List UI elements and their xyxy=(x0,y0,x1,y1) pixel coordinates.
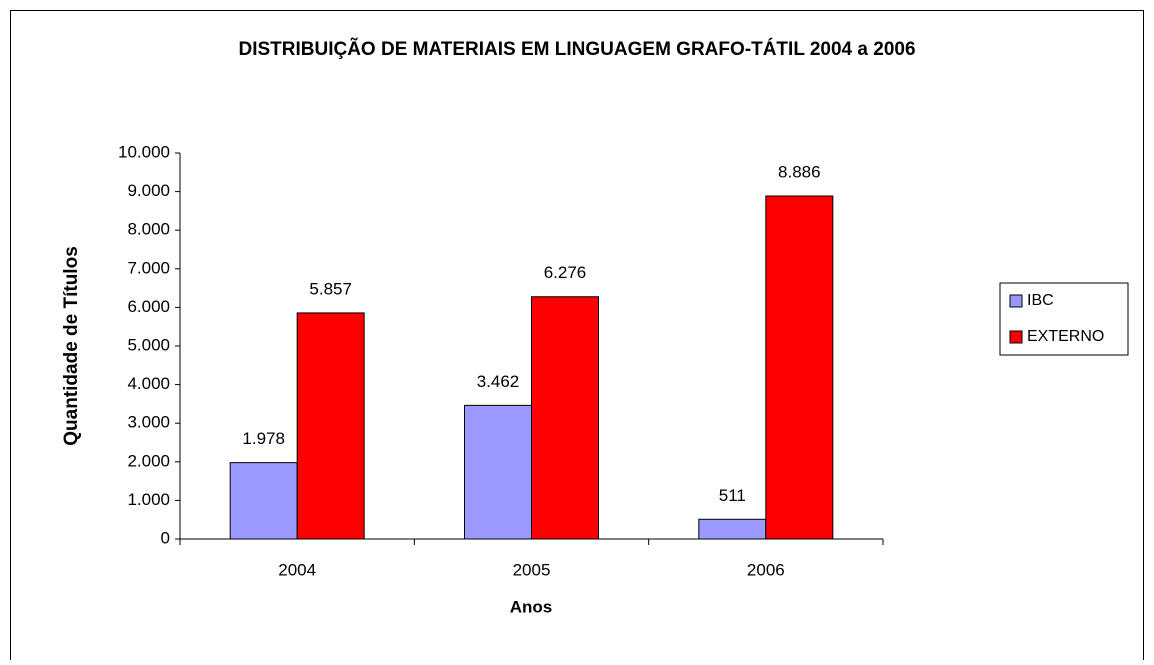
legend-label: IBC xyxy=(1027,292,1054,309)
x-axis-label: Anos xyxy=(510,597,553,616)
value-label: 1.978 xyxy=(242,429,285,448)
y-tick-label: 6.000 xyxy=(127,297,170,316)
value-label: 8.886 xyxy=(778,162,821,181)
bar xyxy=(464,404,532,540)
y-tick-label: 9.000 xyxy=(127,181,170,200)
bar xyxy=(296,312,365,540)
y-axis-label: Quantidade de Títulos xyxy=(61,246,82,446)
y-tick-label: 10.000 xyxy=(118,142,170,161)
value-label: 511 xyxy=(719,486,746,505)
value-label: 6.276 xyxy=(544,263,587,282)
x-tick-label: 2004 xyxy=(278,560,316,579)
x-tick-label: 2005 xyxy=(513,560,551,579)
bar xyxy=(698,518,767,540)
bar xyxy=(765,195,834,540)
legend-swatch xyxy=(1009,294,1023,308)
y-tick-label: 0 xyxy=(161,528,170,547)
bar xyxy=(531,296,599,540)
y-tick-label: 3.000 xyxy=(127,413,170,432)
chart-title: DISTRIBUIÇÃO DE MATERIAIS EM LINGUAGEM G… xyxy=(238,38,915,60)
y-tick-label: 2.000 xyxy=(127,451,170,470)
y-tick-label: 5.000 xyxy=(127,335,170,354)
legend-swatch xyxy=(1009,330,1023,344)
bar xyxy=(229,462,298,540)
legend-label: EXTERNO xyxy=(1027,328,1104,345)
value-label: 5.857 xyxy=(309,279,352,298)
y-tick-label: 8.000 xyxy=(127,220,170,239)
x-tick-label: 2006 xyxy=(747,560,785,579)
y-tick-label: 1.000 xyxy=(127,490,170,509)
y-tick-label: 7.000 xyxy=(127,258,170,277)
y-tick-label: 4.000 xyxy=(127,374,170,393)
value-label: 3.462 xyxy=(477,372,520,391)
